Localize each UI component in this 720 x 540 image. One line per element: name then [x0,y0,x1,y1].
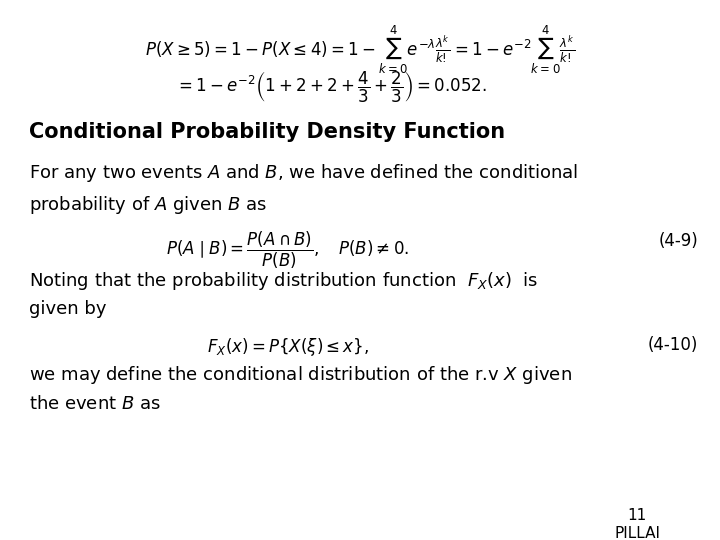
Text: (4-10): (4-10) [648,336,698,354]
Text: $= 1 - e^{-2}\left(1 + 2 + 2 + \dfrac{4}{3} + \dfrac{2}{3}\right) = 0.052.$: $= 1 - e^{-2}\left(1 + 2 + 2 + \dfrac{4}… [176,70,487,105]
Text: 11: 11 [628,508,647,523]
Text: $F_X(x) = P\{X(\xi) \leq x\},$: $F_X(x) = P\{X(\xi) \leq x\},$ [207,336,369,358]
Text: we may define the conditional distribution of the r.v $X$ given
the event $B$ as: we may define the conditional distributi… [29,364,572,413]
Text: $P(A \mid B) = \dfrac{P(A \cap B)}{P(B)}, \quad P(B) \neq 0.$: $P(A \mid B) = \dfrac{P(A \cap B)}{P(B)}… [166,230,410,271]
Text: PILLAI: PILLAI [614,526,660,540]
Text: (4-9): (4-9) [659,232,698,250]
Text: For any two events $A$ and $B$, we have defined the conditional
probability of $: For any two events $A$ and $B$, we have … [29,162,578,215]
Text: $P(X \geq 5) = 1 - P(X \leq 4) = 1 - \sum_{k=0}^{4} e^{-\lambda} \frac{\lambda^k: $P(X \geq 5) = 1 - P(X \leq 4) = 1 - \su… [145,24,575,77]
Text: Conditional Probability Density Function: Conditional Probability Density Function [29,122,505,141]
Text: Noting that the probability distribution function  $F_X(x)$  is
given by: Noting that the probability distribution… [29,270,538,319]
